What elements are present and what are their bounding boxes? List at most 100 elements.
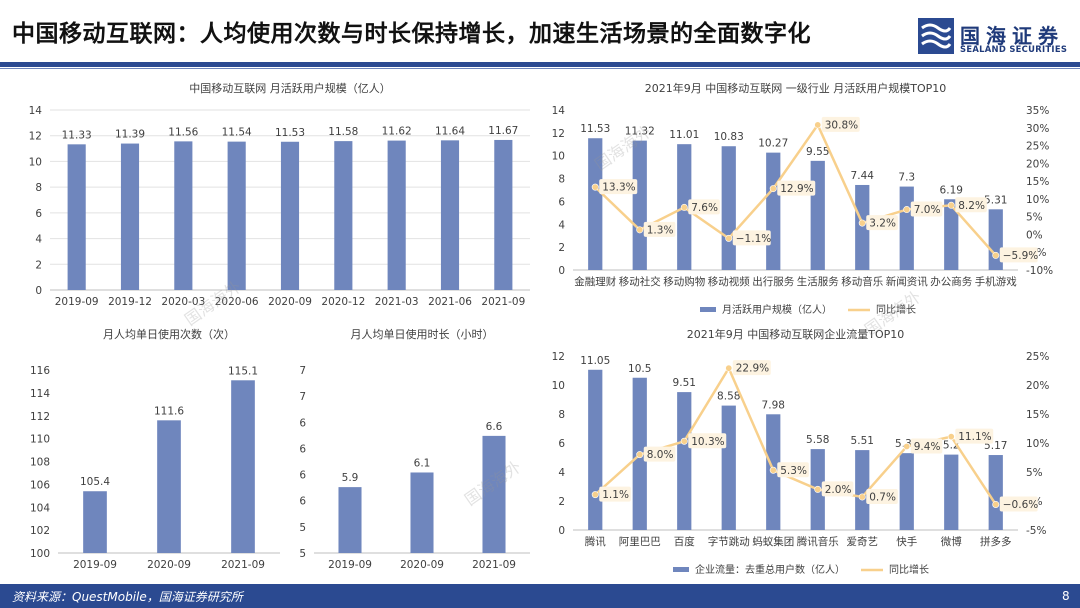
x-category-label: 2020-09 xyxy=(268,296,312,308)
chart-bar xyxy=(899,186,914,270)
x-category-label: 字节跳动 xyxy=(708,535,750,548)
sealand-logo-icon xyxy=(918,18,954,54)
growth-value-label: 0.7% xyxy=(869,491,896,503)
x-category-label: 2019-09 xyxy=(73,559,117,571)
growth-label-box xyxy=(955,197,987,213)
growth-point xyxy=(636,226,644,234)
x-category-label: 阿里巴巴 xyxy=(619,536,661,548)
footer-bar xyxy=(0,584,1080,608)
chart-bar xyxy=(334,141,353,290)
y-tick-label: 5 xyxy=(299,522,306,534)
growth-value-label: 2.0% xyxy=(825,484,852,496)
growth-value-label: 1.1% xyxy=(602,489,629,501)
bar-value-label: 9.55 xyxy=(806,146,829,158)
x-category-label: 2019-09 xyxy=(328,559,372,571)
growth-label-box xyxy=(999,247,1038,263)
chart-bar xyxy=(231,380,255,553)
growth-point xyxy=(947,433,955,441)
growth-point xyxy=(903,442,911,450)
growth-label-box xyxy=(910,438,943,454)
chart-bar xyxy=(588,369,603,530)
growth-label-box xyxy=(643,221,676,237)
bar-value-label: 11.67 xyxy=(488,125,518,137)
chart-bar xyxy=(988,455,1003,530)
chart-bar xyxy=(855,184,870,270)
y-tick-label: 112 xyxy=(30,411,50,423)
growth-label-box xyxy=(688,433,727,449)
y2-tick-label: 20% xyxy=(1026,380,1049,392)
bar-value-label: 5.31 xyxy=(984,194,1007,206)
bar-value-label: 11.64 xyxy=(435,125,465,137)
growth-point xyxy=(858,219,866,227)
chart-title: 月人均单日使用次数（次） xyxy=(103,327,235,341)
growth-label-box xyxy=(777,180,816,196)
y-tick-label: 0 xyxy=(558,525,565,537)
growth-point xyxy=(903,206,911,214)
growth-label-box xyxy=(821,481,854,497)
y-tick-label: 104 xyxy=(30,502,50,514)
x-category-label: 百度 xyxy=(674,535,695,548)
y2-tick-label: 25% xyxy=(1026,141,1049,153)
y2-tick-label: 5% xyxy=(1026,467,1043,479)
brand-name: 国海证券 xyxy=(960,24,1064,48)
y-tick-label: 6 xyxy=(558,196,565,208)
legend-bar-label: 企业流量：去重总用户数（亿人） xyxy=(695,563,845,576)
growth-value-label: 7.6% xyxy=(691,202,718,214)
chart-bar xyxy=(855,450,870,530)
x-category-label: 2021-06 xyxy=(428,296,472,308)
legend-line-label: 同比增长 xyxy=(876,303,916,316)
growth-label-box xyxy=(910,201,943,217)
growth-value-label: 30.8% xyxy=(825,119,858,131)
bar-value-label: 11.58 xyxy=(328,126,358,138)
y-tick-label: 108 xyxy=(30,457,50,469)
growth-point xyxy=(725,364,733,372)
chart-bar xyxy=(338,487,362,553)
growth-value-label: −5.9% xyxy=(1003,250,1038,262)
y2-tick-label: 30% xyxy=(1026,123,1049,135)
bar-value-label: 7.3 xyxy=(898,172,915,184)
growth-label-box xyxy=(732,360,771,376)
x-category-label: 微博 xyxy=(941,535,962,548)
bar-value-label: 8.58 xyxy=(717,391,740,403)
chart-bar xyxy=(944,454,959,530)
x-category-label: 2021-09 xyxy=(221,559,265,571)
y-tick-label: 2 xyxy=(558,496,565,508)
bar-value-label: 7.44 xyxy=(851,170,875,182)
bar-value-label: 10.5 xyxy=(628,363,651,375)
chart-title: 月人均单日使用时长（小时） xyxy=(351,328,494,341)
growth-label-box xyxy=(777,462,809,478)
y-tick-label: 14 xyxy=(29,105,43,117)
x-category-label: 2020-09 xyxy=(400,559,444,571)
x-category-label: 拼多多 xyxy=(980,535,1012,548)
growth-point xyxy=(636,451,644,459)
daily-hours-chart: 月人均单日使用时长（小时） 5 5 6 6 6 6 7 7 5.9 6.1 6.6 2019-09 202… xyxy=(299,328,530,571)
y-tick-label: 10 xyxy=(29,156,42,168)
bar-value-label: 11.56 xyxy=(168,126,198,138)
growth-value-label: 22.9% xyxy=(736,363,769,375)
growth-point xyxy=(680,437,688,445)
legend-bar-label: 月活跃用户规模（亿人） xyxy=(722,303,832,316)
brand-name-en: SEALAND SECURITIES xyxy=(960,44,1068,54)
bar-value-label: 115.1 xyxy=(228,365,258,377)
y-tick-label: 6 xyxy=(558,438,565,450)
y-tick-label: 6 xyxy=(299,443,306,455)
y-tick-label: 8 xyxy=(35,182,42,194)
legend-bar-swatch xyxy=(700,307,716,312)
growth-point xyxy=(725,234,733,242)
bar-value-label: 11.39 xyxy=(115,129,145,141)
growth-value-label: −1.1% xyxy=(736,233,771,245)
industry-top10-chart: 2021年9月 中国移动互联网 一级行业 月活跃用户规模TOP10 0 2 4 6 8 10… xyxy=(552,81,1054,316)
growth-value-label: 10.3% xyxy=(691,436,724,448)
growth-point xyxy=(947,201,955,209)
growth-value-label: −0.6% xyxy=(1003,499,1038,511)
growth-value-label: 12.9% xyxy=(780,183,813,195)
bar-value-label: 6.19 xyxy=(940,184,963,196)
source-note: 资料来源：QuestMobile，国海证券研究所 xyxy=(12,590,243,604)
growth-value-label: 5.3% xyxy=(780,465,807,477)
y2-tick-label: 10% xyxy=(1026,438,1049,450)
y-tick-label: 4 xyxy=(35,234,42,246)
header-divider-thin xyxy=(0,68,1080,69)
x-category-label: 蚂蚁集团 xyxy=(752,535,794,548)
growth-value-label: 8.2% xyxy=(958,200,985,212)
x-category-label: 2020-06 xyxy=(215,296,259,308)
